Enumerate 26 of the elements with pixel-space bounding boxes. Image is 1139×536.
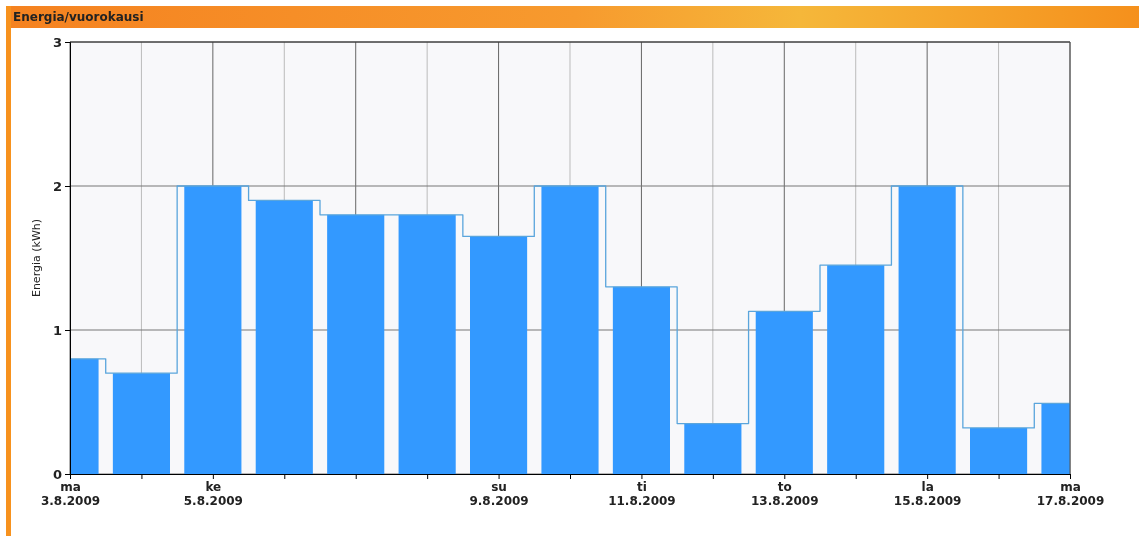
bar [755,311,813,474]
x-tick-label: la 15.8.2009 [893,479,962,508]
bar [470,236,528,474]
bar [612,286,670,474]
y-tick-label: 0 [52,466,62,482]
bar [255,200,313,474]
x-tick-label: ti 11.8.2009 [608,479,676,508]
x-tick-label: to 13.8.2009 [751,479,819,508]
x-tick-label: su 9.8.2009 [469,479,529,508]
bar [684,423,742,474]
bar [327,214,385,474]
y-tick-label: 2 [52,178,62,194]
x-tick-label: ma 3.8.2009 [40,479,101,508]
y-tick-label: 1 [52,322,62,338]
chart-title: Energia/vuorokausi [13,10,144,24]
bar [541,186,599,474]
x-tick-label: ma 17.8.2009 [1036,479,1105,508]
bar [827,265,885,474]
bar [398,214,456,474]
y-axis-title: Energia (kWh) [30,218,43,298]
x-tick-label: ke 5.8.2009 [183,479,243,508]
bar [184,186,242,474]
bar [970,427,1028,474]
bar [898,186,956,474]
y-tick-label: 3 [52,34,62,50]
bar [112,373,170,474]
